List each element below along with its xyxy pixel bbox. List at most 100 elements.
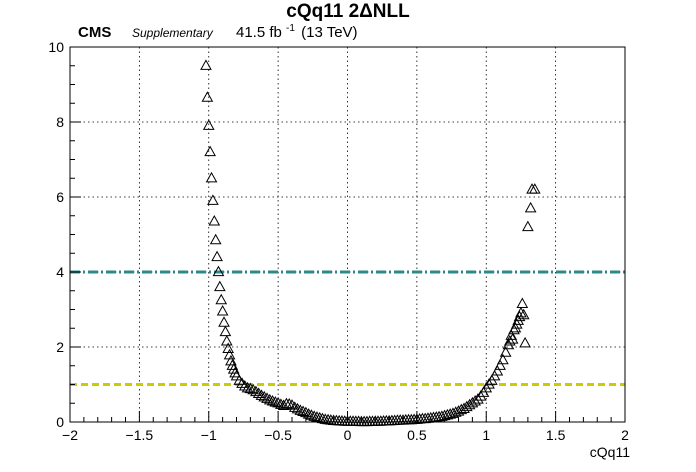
data-point [236,377,248,388]
reference-lines [70,270,625,386]
data-point [483,378,495,389]
data-point [300,406,312,418]
data-point [207,194,219,205]
data-point [258,390,271,402]
data-point [517,308,530,320]
data-point [524,201,537,213]
data-point [294,404,307,415]
data-point [250,385,262,397]
data-point [458,402,470,413]
data-point [263,393,276,405]
cms-label: CMS [78,24,111,41]
data-point [466,396,479,408]
data-point [288,401,301,412]
lumi-label: 41.5 fb -1 (13 TeV) [236,18,358,41]
data-point [449,406,462,417]
data-point [252,387,265,398]
data-point [219,325,232,337]
data-point [447,407,459,418]
data-point [463,398,476,410]
data-point [208,214,221,226]
data-point [214,280,226,292]
data-point [261,392,273,403]
lumi-value: 41.5 fb [236,24,282,41]
y-tick-label: 0 [56,414,64,430]
data-point [499,346,512,357]
data-point [225,354,237,366]
data-point [452,405,465,416]
data-point [480,381,493,393]
x-axis-label: cQq11 [590,444,630,460]
data-point [516,297,529,308]
y-tick-label: 2 [56,339,64,355]
data-point [266,394,279,406]
data-point [204,145,216,157]
data-point [308,410,321,421]
data-point [247,383,259,395]
data-point [291,402,304,414]
y-tick-label: 4 [56,264,64,280]
data-point [491,364,504,376]
data-point [460,400,473,412]
x-tick-label: 1.5 [546,427,566,443]
data-point [455,403,468,415]
plot-frame [69,46,626,423]
data-point [494,359,506,370]
data-point [515,306,527,318]
y-tick-label: 10 [48,39,64,55]
data-point [305,409,318,420]
data-point [506,333,519,344]
data-point [474,390,487,401]
data-point [215,293,228,305]
data-point [510,318,523,329]
x-tick-label: −1.5 [126,427,154,443]
data-point [200,59,212,70]
data-point [519,336,531,348]
tick-labels: −2 −1.5 −1 −0.5 0 0.5 1 1.5 2 0 2 4 6 8 10 [48,39,629,443]
data-point [241,381,254,393]
data-point [218,316,230,327]
data-point [209,233,222,245]
data-points [200,59,541,427]
data-point [313,411,326,423]
data-point [227,363,240,374]
data-point [255,389,268,400]
data-point [220,334,233,346]
data-point [503,334,516,346]
data-point [311,411,323,422]
data-point [513,310,526,322]
data-point [502,338,515,350]
x-tick-label: 0 [344,427,352,443]
x-tick-label: 0.5 [407,427,427,443]
x-tick-label: −1 [201,427,217,443]
data-point [216,304,229,316]
grid [70,47,625,422]
data-point [238,379,251,391]
x-tick-label: 1 [482,427,490,443]
data-point [505,329,518,340]
data-point [509,321,522,333]
data-point [202,119,215,130]
data-point [211,250,223,262]
data-point [283,397,296,409]
data-point [297,405,309,416]
data-point [522,220,534,232]
data-point [269,396,282,407]
data-point [205,171,218,183]
energy-label: (13 TeV) [301,24,357,41]
data-point [316,412,329,424]
chart-title: cQq11 2ΔNLL [286,1,410,22]
data-point [302,408,315,419]
y-tick-label: 8 [56,114,64,130]
status-label: Supplementary [132,26,214,40]
data-point [472,393,484,404]
data-point [226,359,239,370]
data-point [201,91,214,102]
data-point [244,382,257,394]
x-tick-label: −2 [62,427,78,443]
data-point [286,399,298,410]
y-tick-label: 6 [56,189,64,205]
x-tick-label: −0.5 [264,427,292,443]
data-point [212,265,225,277]
